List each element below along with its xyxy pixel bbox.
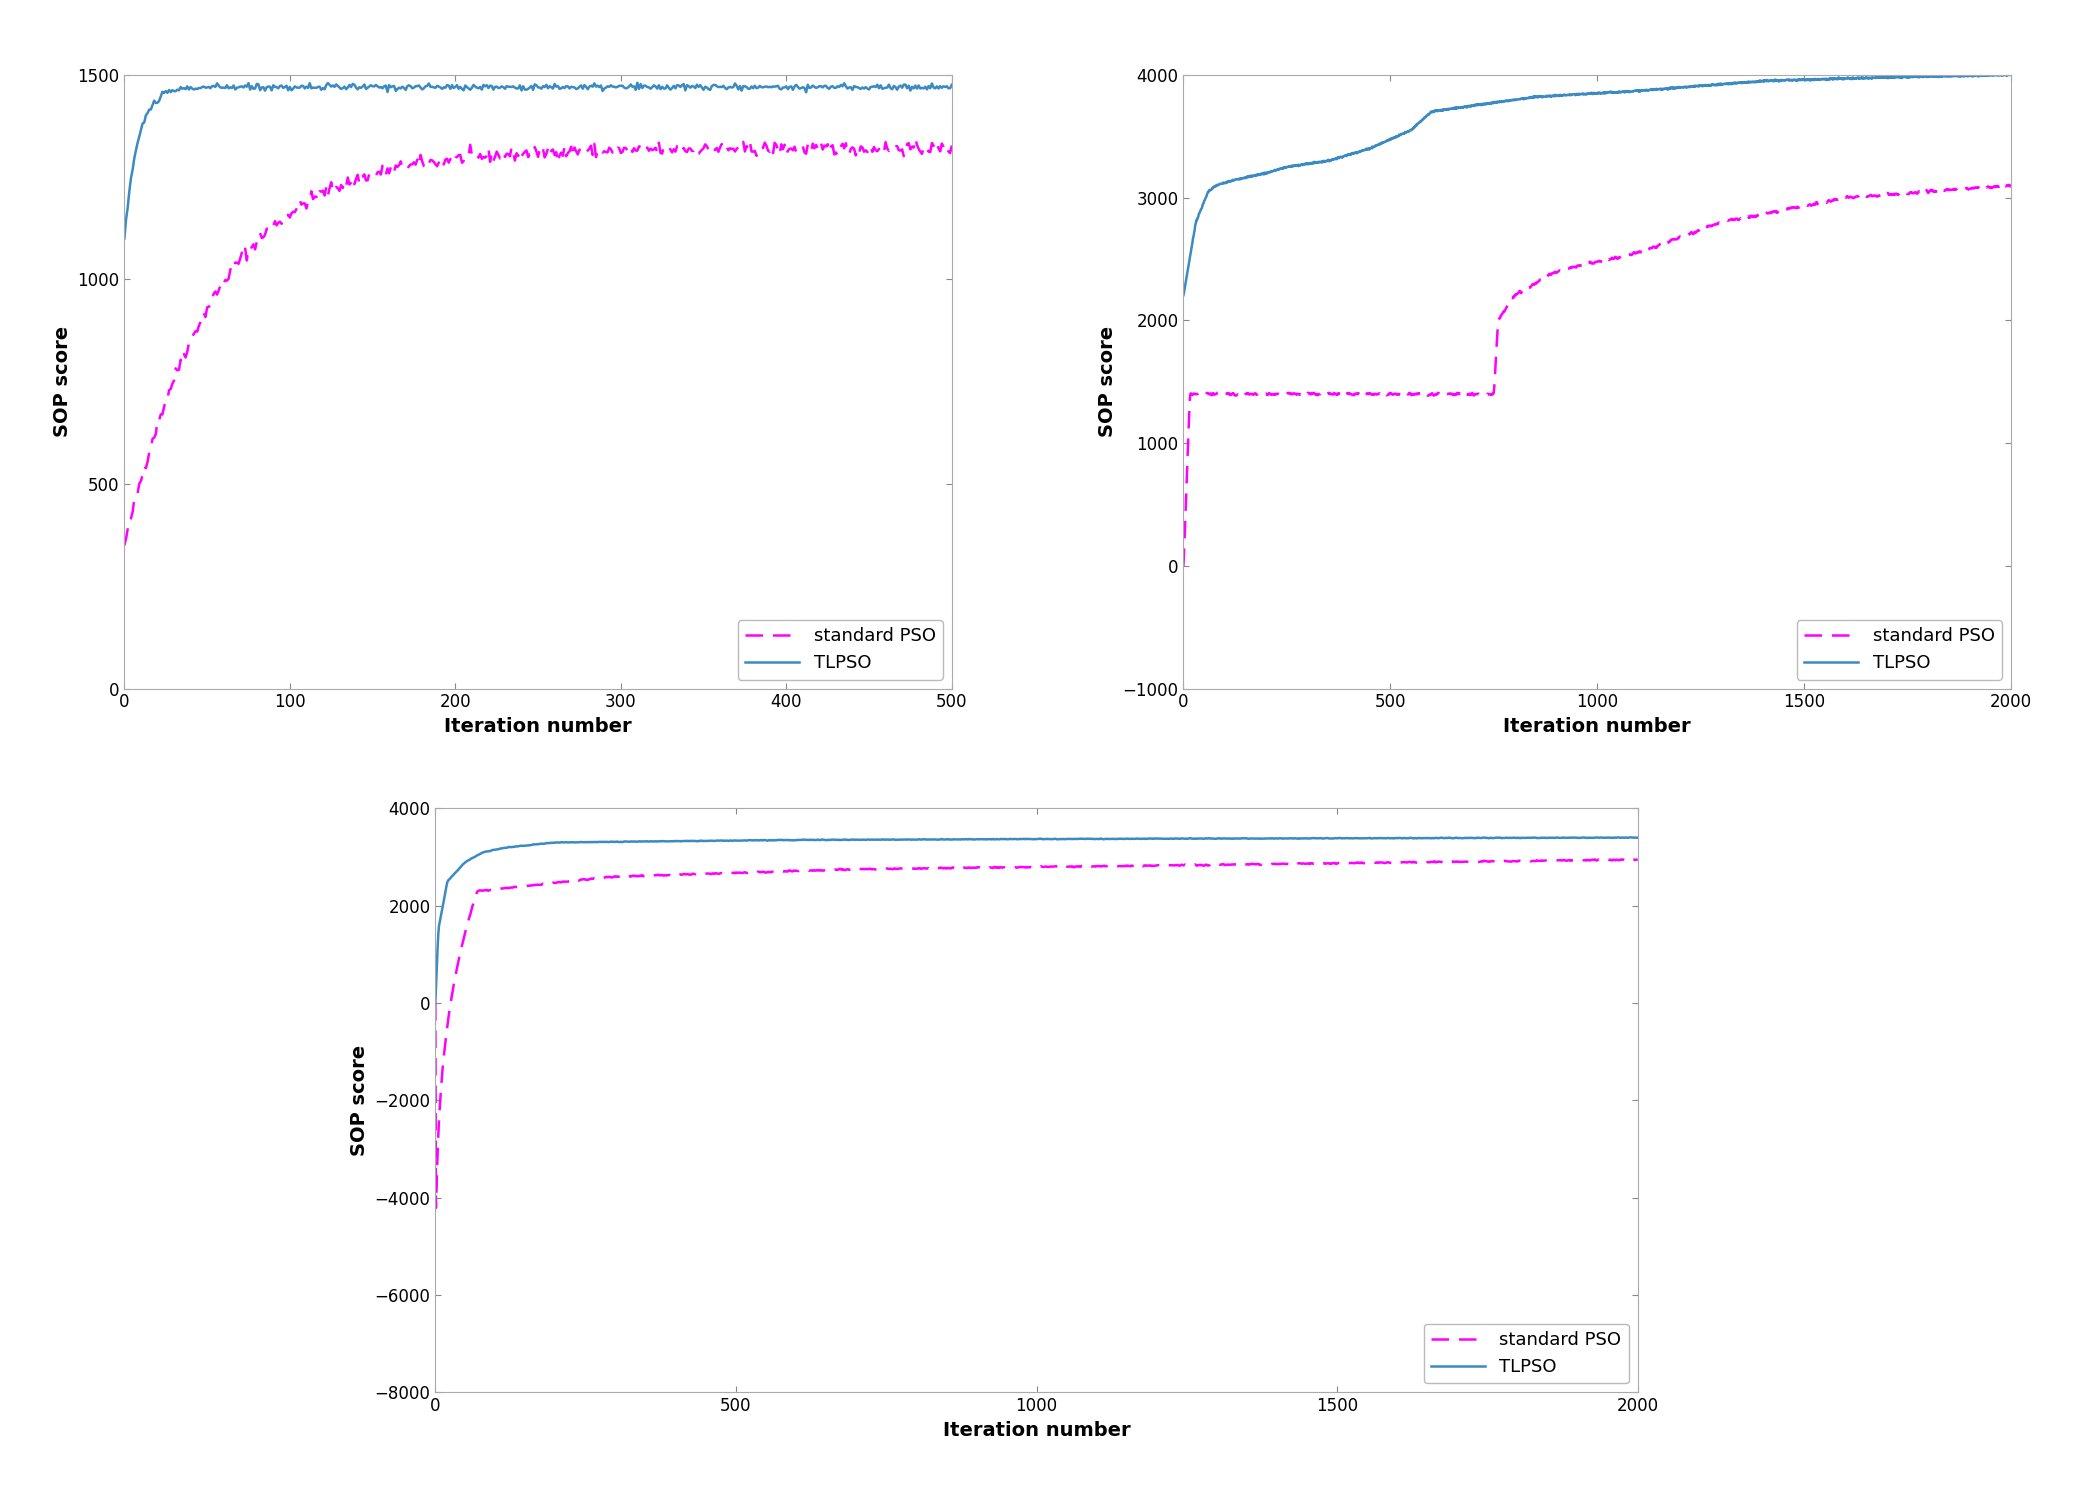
TLPSO [317,76,342,94]
TLPSO [487,840,512,858]
standard PSO [1996,175,2021,193]
standard PSO [939,136,964,154]
standard PSO [423,994,448,1012]
TLPSO [1996,66,2021,84]
Line: TLPSO: TLPSO [124,82,952,238]
standard PSO [1851,187,1876,205]
standard PSO [655,139,680,157]
standard PSO [317,180,342,198]
TLPSO [423,994,448,1012]
TLPSO [657,79,682,97]
TLPSO [1669,79,1694,97]
Y-axis label: SOP score: SOP score [52,326,73,437]
TLPSO [869,831,893,849]
Y-axis label: SOP score: SOP score [350,1045,369,1156]
TLPSO [798,78,823,96]
X-axis label: Iteration number: Iteration number [444,717,632,737]
TLPSO [1171,286,1196,304]
Text: b)  1ppn: b) 1ppn [1553,811,1642,831]
TLPSO [531,834,556,852]
X-axis label: Iteration number: Iteration number [1503,717,1692,737]
TLPSO [1619,828,1644,846]
standard PSO [1478,386,1503,404]
TLPSO [450,856,475,874]
Legend: standard PSO, TLPSO: standard PSO, TLPSO [1424,1323,1629,1383]
TLPSO [352,75,377,93]
Line: standard PSO: standard PSO [435,859,1638,1208]
TLPSO [1412,829,1437,847]
Legend: standard PSO, TLPSO: standard PSO, TLPSO [738,620,943,680]
standard PSO [423,1199,448,1217]
Line: standard PSO: standard PSO [124,139,952,545]
Line: TLPSO: TLPSO [1184,75,2011,295]
standard PSO [531,874,556,892]
TLPSO [1998,66,2023,84]
standard PSO [1171,557,1196,575]
standard PSO [413,157,437,175]
TLPSO [1625,829,1650,847]
standard PSO [1998,178,2023,196]
TLPSO [1244,166,1269,184]
standard PSO [1146,856,1171,874]
TLPSO [1190,199,1215,217]
standard PSO [352,165,377,183]
standard PSO [112,536,137,554]
Y-axis label: SOP score: SOP score [1099,326,1117,437]
TLPSO [647,76,672,94]
standard PSO [1625,850,1650,868]
TLPSO [112,229,137,247]
standard PSO [1215,385,1240,403]
standard PSO [1414,853,1439,871]
Line: TLPSO: TLPSO [435,837,1638,1003]
TLPSO [1478,94,1503,112]
Line: standard PSO: standard PSO [1184,184,2011,566]
standard PSO [871,861,896,879]
standard PSO [450,933,475,951]
TLPSO [939,76,964,94]
standard PSO [904,130,929,148]
Text: a)  1fmb: a) 1fmb [493,811,583,831]
TLPSO [1851,69,1876,87]
TLPSO [413,78,437,96]
standard PSO [489,880,514,898]
TLPSO [1146,829,1171,847]
TLPSO [1215,172,1240,190]
standard PSO [1244,386,1269,404]
standard PSO [1669,228,1694,246]
standard PSO [1190,385,1215,403]
Legend: standard PSO, TLPSO: standard PSO, TLPSO [1797,620,2003,680]
TLPSO [624,73,649,91]
X-axis label: Iteration number: Iteration number [943,1421,1130,1440]
standard PSO [796,139,821,157]
standard PSO [645,144,670,162]
